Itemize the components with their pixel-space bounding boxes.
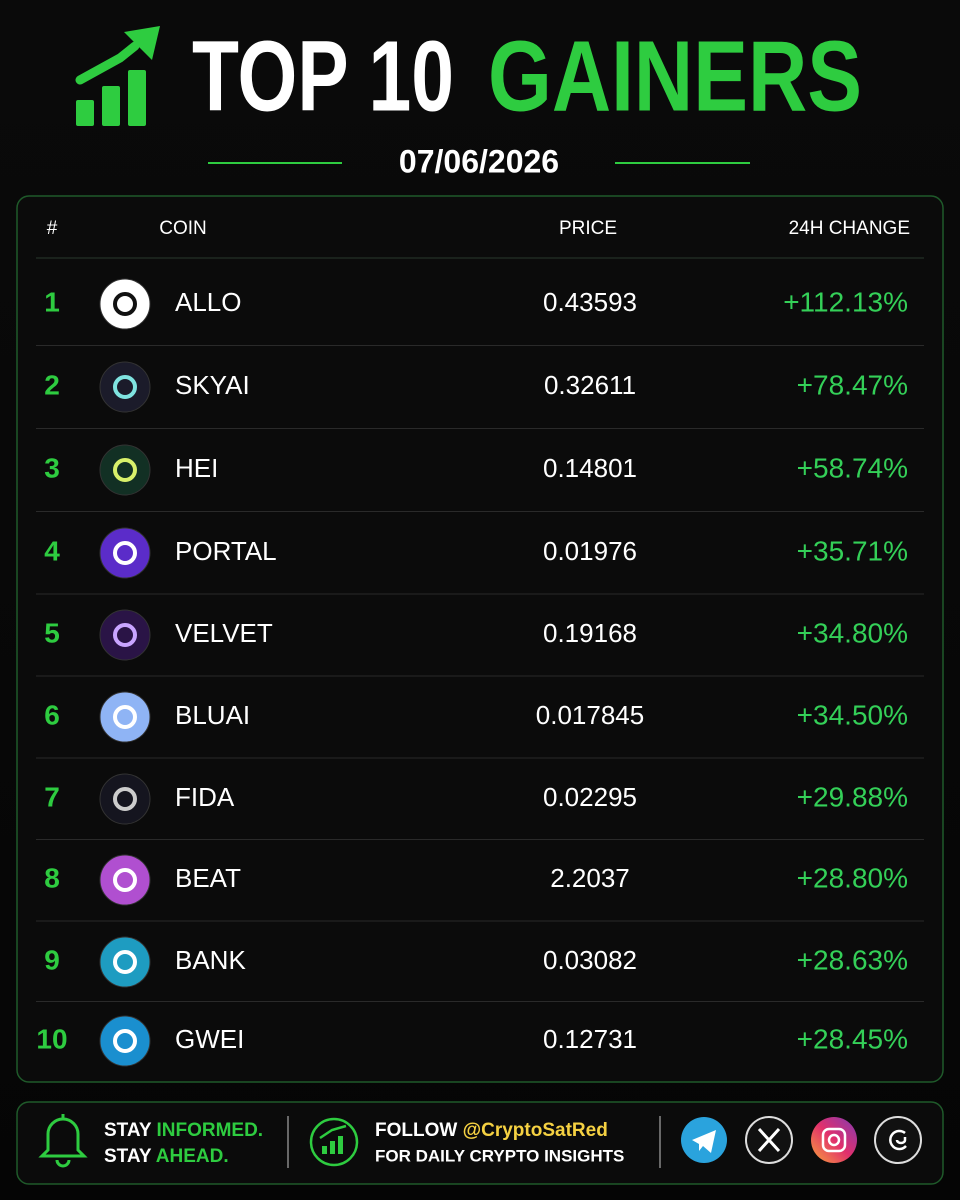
rank: 6 xyxy=(44,699,60,730)
change: +35.71% xyxy=(797,535,908,566)
growth-icon xyxy=(75,26,160,126)
title-accent: GAINERS xyxy=(488,20,862,132)
table-frame xyxy=(16,195,944,1083)
follow-word: FOLLOW xyxy=(375,1120,457,1141)
column-header: COIN xyxy=(159,218,207,239)
coin-icon xyxy=(99,609,151,661)
column-header: # xyxy=(47,218,58,239)
tagline-word: STAY xyxy=(104,1146,152,1167)
coin-icon-glyph xyxy=(113,868,137,892)
price: 0.03082 xyxy=(543,945,637,975)
rank: 2 xyxy=(44,369,60,400)
rank: 9 xyxy=(44,944,60,975)
price: 0.017845 xyxy=(536,700,644,730)
tagline-accent: AHEAD. xyxy=(156,1146,229,1167)
price: 0.02295 xyxy=(543,782,637,812)
coin-name: BANK xyxy=(175,945,246,975)
coin-icon xyxy=(99,444,151,496)
date: 07/06/2026 xyxy=(399,143,559,179)
coin-icon xyxy=(99,278,151,330)
coin-icon xyxy=(99,691,151,743)
coin-name: FIDA xyxy=(175,782,235,812)
coin-name: PORTAL xyxy=(175,536,277,566)
change: +112.13% xyxy=(783,286,908,317)
price: 2.2037 xyxy=(550,863,630,893)
change: +34.80% xyxy=(797,617,908,648)
price: 0.01976 xyxy=(543,536,637,566)
title: TOP 10 xyxy=(192,20,454,132)
telegram-icon[interactable] xyxy=(681,1117,727,1163)
price: 0.14801 xyxy=(543,453,637,483)
coin-name: ALLO xyxy=(175,287,242,317)
coin-icon xyxy=(99,1015,151,1067)
insights: FOR DAILY CRYPTO INSIGHTS xyxy=(375,1146,624,1165)
column-header: 24H CHANGE xyxy=(789,218,910,239)
change: +29.88% xyxy=(797,781,908,812)
coin-icon-glyph xyxy=(113,705,137,729)
coin-name: SKYAI xyxy=(175,370,250,400)
change: +28.45% xyxy=(797,1023,908,1054)
coin-name: BEAT xyxy=(175,863,241,893)
tagline-accent: INFORMED. xyxy=(156,1120,263,1141)
price: 0.19168 xyxy=(543,618,637,648)
coin-icon-glyph xyxy=(113,292,137,316)
change: +78.47% xyxy=(797,369,908,400)
handle[interactable]: @CryptoSatRed xyxy=(463,1120,608,1141)
rank: 8 xyxy=(44,862,60,893)
x-icon[interactable] xyxy=(745,1116,793,1164)
rank: 3 xyxy=(44,452,60,483)
follow-icon xyxy=(309,1117,359,1167)
coin-icon xyxy=(99,527,151,579)
coin-icon-glyph xyxy=(113,375,137,399)
change: +34.50% xyxy=(797,699,908,730)
rank: 1 xyxy=(44,286,60,317)
change: +58.74% xyxy=(797,452,908,483)
change: +28.63% xyxy=(797,944,908,975)
threads-icon[interactable] xyxy=(874,1116,922,1164)
follow: FOLLOW @CryptoSatRed xyxy=(375,1120,608,1141)
coin-name: HEI xyxy=(175,453,218,483)
rank: 4 xyxy=(44,535,60,566)
coin-icon-glyph xyxy=(113,541,137,565)
tagline-word: STAY xyxy=(104,1120,152,1141)
rank: 5 xyxy=(44,617,60,648)
column-header: PRICE xyxy=(559,218,617,239)
coin-icon-glyph xyxy=(113,787,137,811)
rank: 7 xyxy=(44,781,60,812)
coin-icon xyxy=(99,854,151,906)
tagline: STAY INFORMED. xyxy=(104,1120,263,1141)
tagline: STAY AHEAD. xyxy=(104,1146,229,1167)
coin-name: VELVET xyxy=(175,618,273,648)
footer-frame xyxy=(16,1101,944,1185)
coin-icon xyxy=(99,361,151,413)
coin-icon-glyph xyxy=(113,1029,137,1053)
coin-icon xyxy=(99,773,151,825)
rank: 10 xyxy=(36,1023,67,1054)
coin-name: GWEI xyxy=(175,1024,244,1054)
table-body: # COIN PRICE 24H CHANGE 1 ALLO 0.43593 +112.13%… xyxy=(36,218,924,1067)
coin-name: BLUAI xyxy=(175,700,250,730)
change: +28.80% xyxy=(797,862,908,893)
coin-icon xyxy=(99,936,151,988)
coin-icon-glyph xyxy=(113,458,137,482)
price: 0.32611 xyxy=(544,370,636,400)
instagram-icon[interactable] xyxy=(811,1117,857,1163)
coin-icon-glyph xyxy=(113,950,137,974)
price: 0.12731 xyxy=(543,1024,637,1054)
bell-icon xyxy=(38,1114,88,1168)
price: 0.43593 xyxy=(543,287,637,317)
coin-icon-glyph xyxy=(113,623,137,647)
